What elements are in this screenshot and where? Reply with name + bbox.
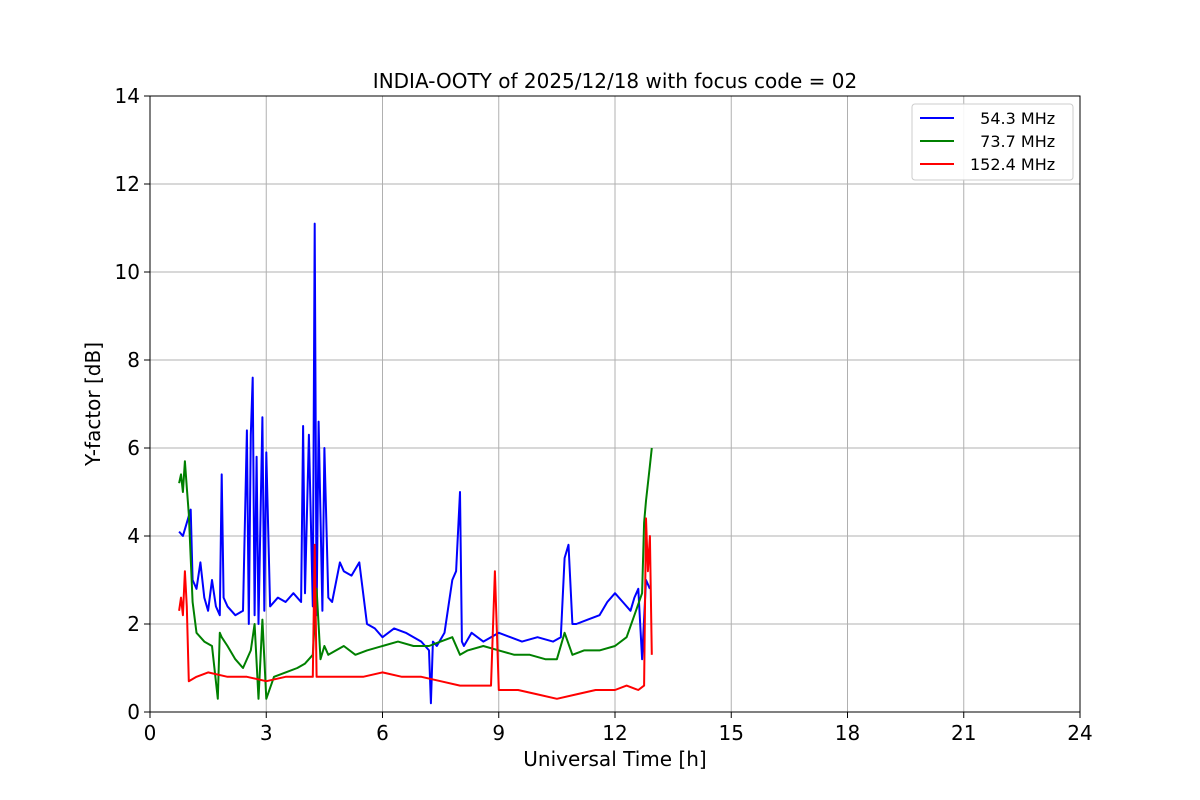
x-tick-label: 3 — [260, 721, 273, 745]
y-axis-label: Y-factor [dB] — [81, 342, 105, 467]
x-tick-label: 6 — [376, 721, 389, 745]
x-tick-label: 18 — [835, 721, 860, 745]
x-tick-label: 12 — [602, 721, 627, 745]
legend-label: 152.4 MHz — [970, 155, 1055, 174]
x-tick-label: 21 — [951, 721, 976, 745]
x-axis-label: Universal Time [h] — [523, 747, 706, 771]
y-tick-label: 10 — [115, 260, 140, 284]
legend-box — [911, 103, 1074, 181]
series-line-0 — [178, 222, 651, 705]
y-tick-label: 14 — [115, 84, 140, 108]
y-tick-label: 6 — [127, 436, 140, 460]
series-layer — [178, 222, 653, 705]
y-tick-label: 8 — [127, 348, 140, 372]
y-tick-label: 4 — [127, 524, 140, 548]
legend: 54.3 MHz 73.7 MHz 152.4 MHz — [911, 103, 1074, 181]
x-tick-label: 24 — [1067, 721, 1092, 745]
series-line-1 — [178, 447, 653, 700]
legend-label: 54.3 MHz — [970, 109, 1055, 128]
legend-label: 73.7 MHz — [970, 132, 1055, 151]
y-tick-label: 2 — [127, 612, 140, 636]
x-tick-label: 0 — [144, 721, 157, 745]
x-tick-label: 15 — [719, 721, 744, 745]
y-tick-label: 12 — [115, 172, 140, 196]
series-line-2 — [178, 517, 653, 700]
y-tick-label: 0 — [127, 700, 140, 724]
chart-title: INDIA-OOTY of 2025/12/18 with focus code… — [373, 69, 857, 93]
x-tick-label: 9 — [492, 721, 505, 745]
